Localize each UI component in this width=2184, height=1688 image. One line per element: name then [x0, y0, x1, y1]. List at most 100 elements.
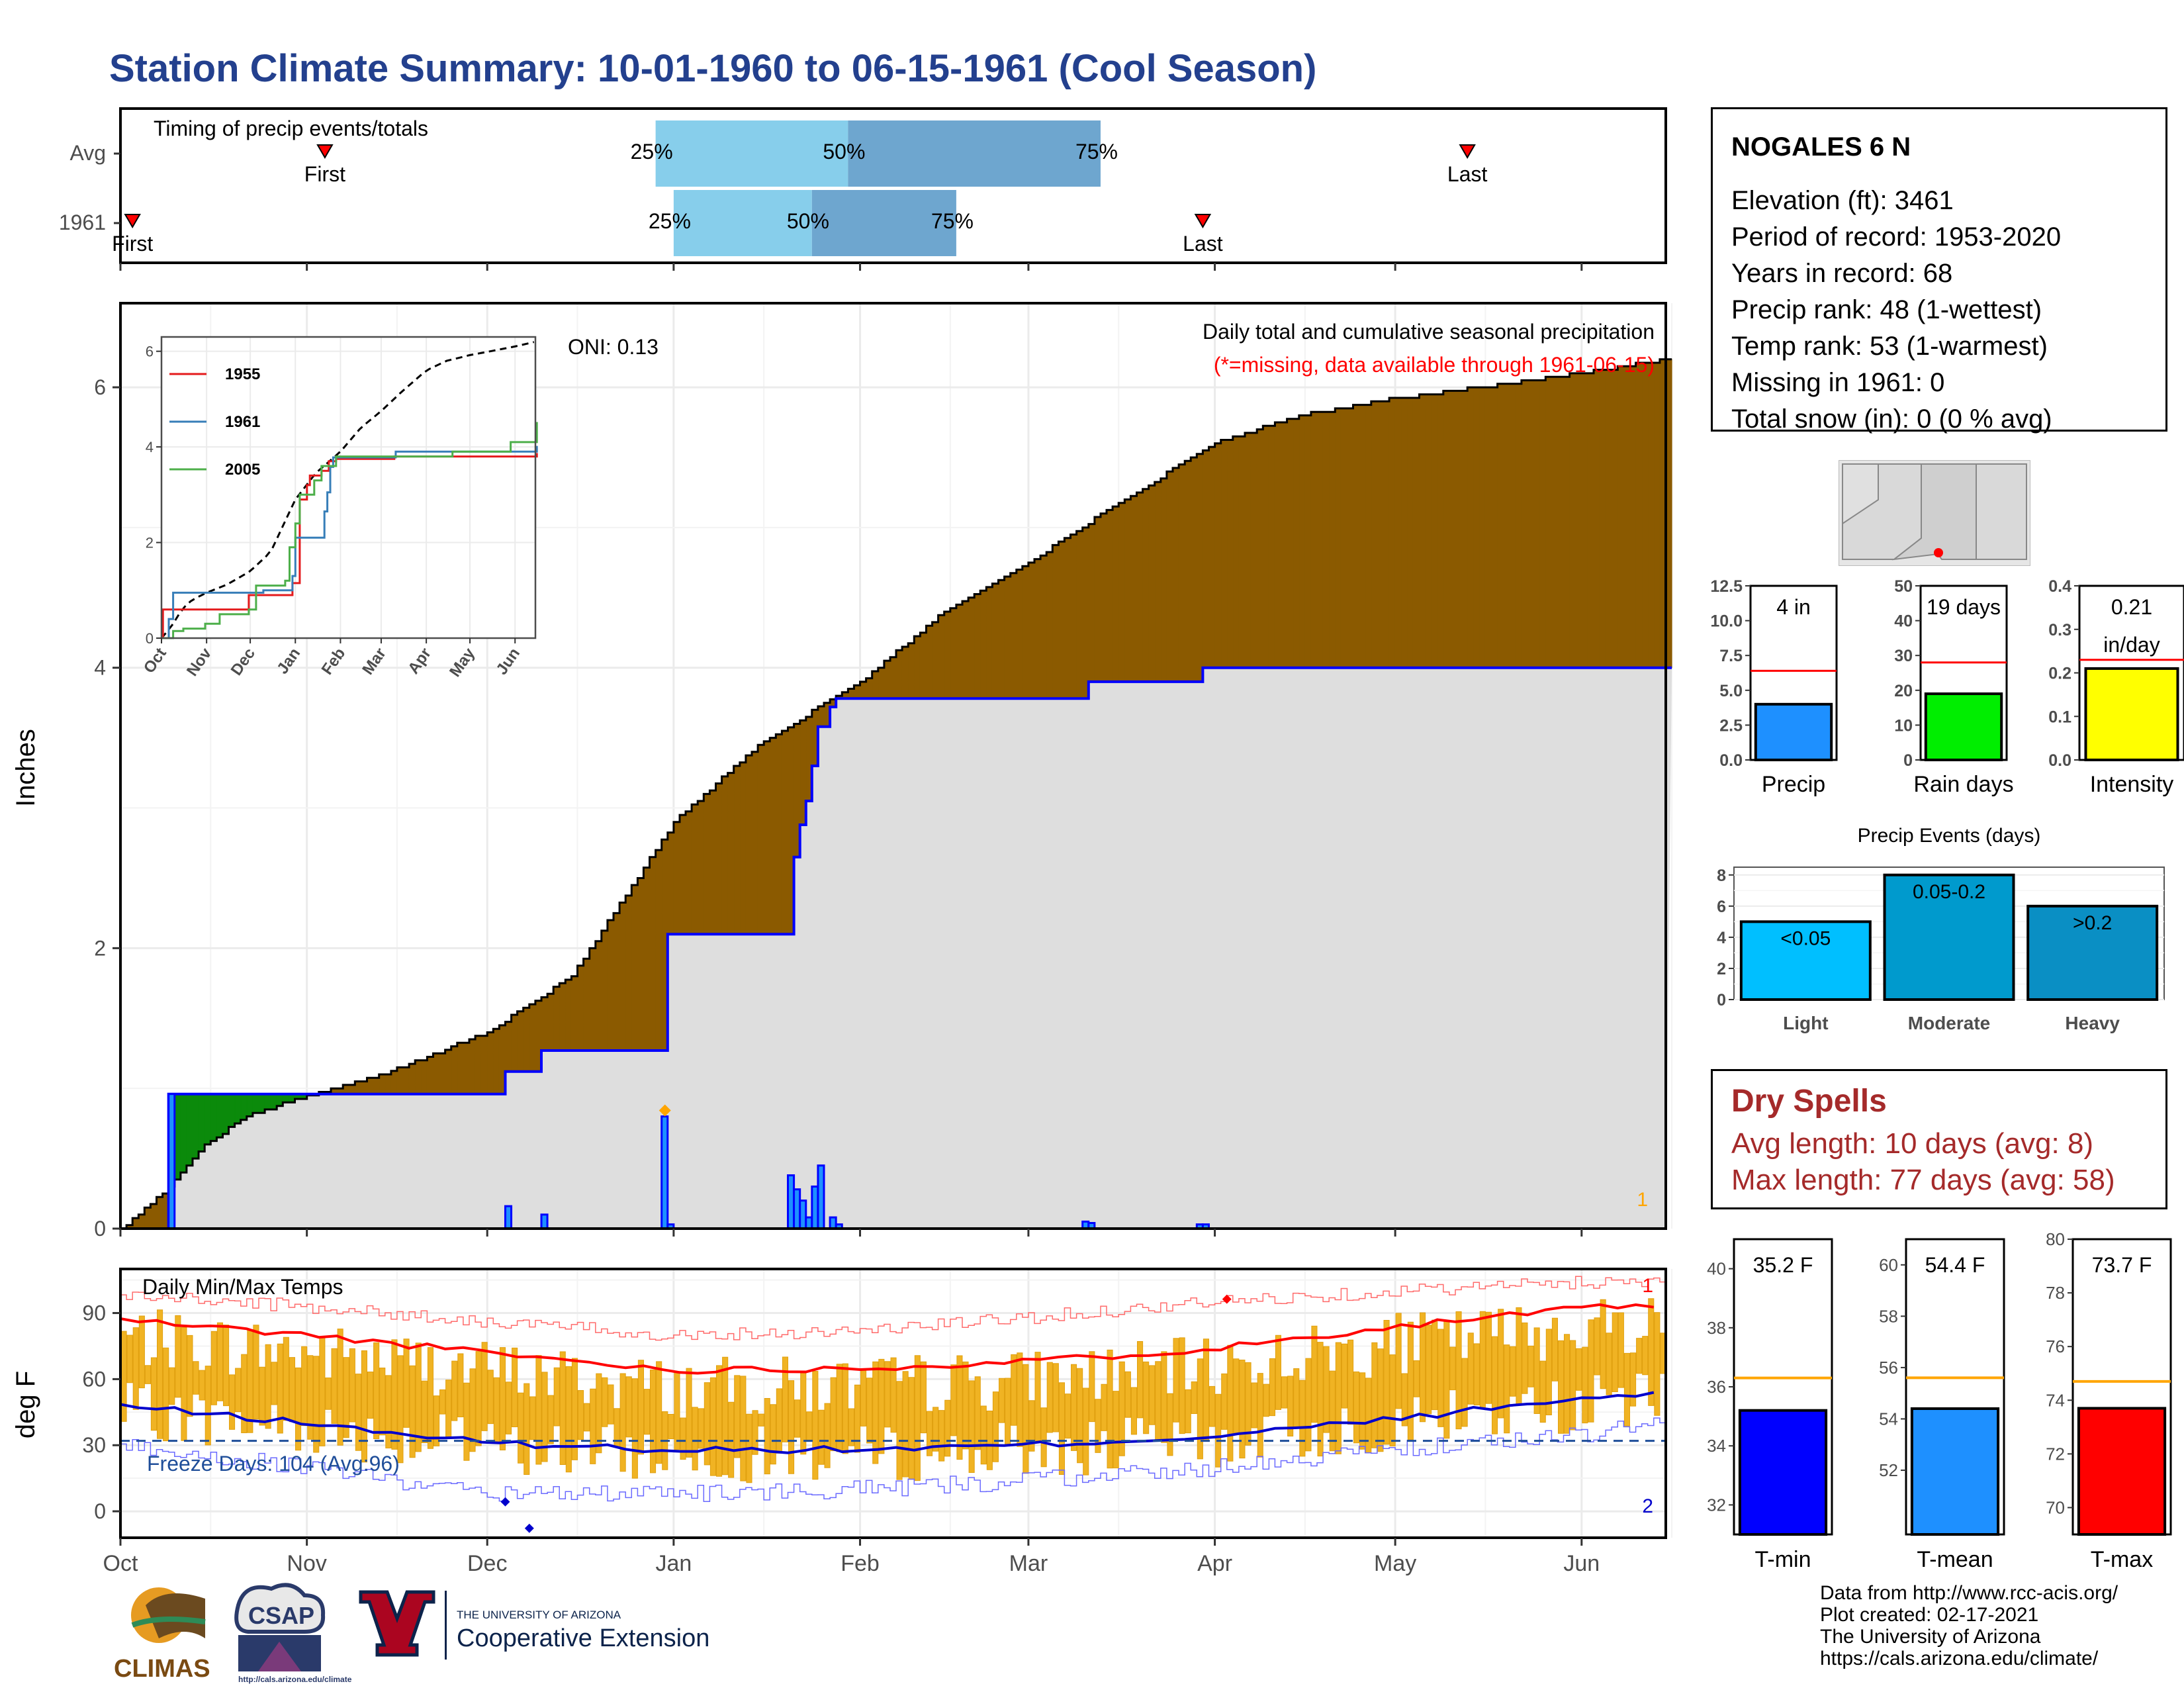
climas-text: CLIMAS	[114, 1655, 210, 1683]
temp-summary-ytick-label: 72	[2046, 1444, 2065, 1464]
temp-ytick-label: 90	[82, 1301, 106, 1325]
csap-url: http://cals.arizona.edu/climate	[238, 1675, 352, 1684]
precip-marker: 1	[1637, 1189, 1648, 1211]
station-temp-rank: Temp rank: 53 (1-warmest)	[1731, 332, 2048, 361]
events-ytick-label: 6	[1717, 898, 1726, 916]
inset-line-2005	[161, 422, 538, 639]
timing-bar-q2	[811, 190, 956, 256]
summary-ytick-label: 0.1	[2048, 708, 2071, 726]
summary-ytick-label: 5.0	[1719, 682, 1743, 700]
temp-summary-ytick-label: 80	[2046, 1229, 2065, 1249]
daily-precip-bar	[504, 1205, 513, 1230]
station-elevation: Elevation (ft): 3461	[1731, 186, 1954, 215]
ua-logo: THE UNIVERSITY OF ARIZONA Cooperative Ex…	[359, 1590, 709, 1660]
summary-bar-label: Intensity	[2090, 772, 2174, 797]
precip-ytick-label: 4	[94, 656, 106, 680]
record-max-line	[120, 1276, 1666, 1341]
cumulative-1961-area	[120, 667, 1672, 1229]
page-title: Station Climate Summary: 10-01-1960 to 0…	[109, 47, 1317, 90]
precip-ytick-label: 6	[94, 375, 106, 399]
summary-ytick-label: 2.5	[1719, 716, 1743, 735]
avg-max-line	[120, 1303, 1655, 1375]
precip-panel: 0 2 4 6 Daily total and cumulative seasonal…	[11, 302, 1673, 1241]
credits: Data from http://www.rcc-acis.org/ Plot …	[1820, 1582, 2118, 1669]
temp-summary-ytick-label: 60	[1879, 1255, 1898, 1275]
first-event-label: First	[112, 232, 153, 256]
events-category-label: Light	[1783, 1013, 1828, 1033]
station-period: Period of record: 1953-2020	[1731, 222, 2062, 252]
events-ytick-label: 2	[1717, 960, 1726, 978]
timing-row-label-avg: Avg	[69, 141, 106, 165]
temp-summary-ytick-label: 40	[1707, 1259, 1726, 1279]
daily-precip-bar	[660, 1115, 669, 1230]
summary-ytick-label: 30	[1894, 647, 1913, 665]
dry-spells-box: Dry Spells Avg length: 10 days (avg: 8) …	[1711, 1069, 2167, 1209]
summary-ytick-label: 10.0	[1710, 612, 1743, 631]
temp-summary-ytick-label: 38	[1707, 1318, 1726, 1338]
inset-ytick-label: 0	[146, 630, 154, 647]
temp-summary-ytick-label: 56	[1879, 1358, 1898, 1378]
avg-min-line	[120, 1391, 1655, 1454]
credit-line: https://cals.arizona.edu/climate/	[1820, 1648, 2099, 1669]
month-label: Jan	[655, 1551, 692, 1576]
dry-spells-title: Dry Spells	[1731, 1084, 1887, 1119]
temp-summary-value-label: 73.7 F	[2092, 1253, 2152, 1277]
station-location-dot	[1934, 548, 1943, 557]
temp-ytick-label: 0	[94, 1499, 106, 1523]
inset-ytick-label: 4	[146, 439, 154, 455]
events-bar	[1883, 873, 2015, 1001]
events-ytick-label: 0	[1717, 991, 1726, 1009]
timing-p25-label: 25%	[649, 209, 691, 233]
temp-summary-ytick-label: 32	[1707, 1495, 1726, 1515]
temp-summary-ytick-label: 78	[2046, 1283, 2065, 1303]
summary-value-label: 4 in	[1776, 595, 1811, 619]
temp-summary-value-label: 35.2 F	[1753, 1253, 1813, 1277]
inset-legend-label: 1961	[225, 413, 260, 431]
ua-big-text: Cooperative Extension	[457, 1624, 709, 1652]
summary-bar	[1754, 702, 1833, 761]
summary-bar	[2084, 667, 2179, 761]
events-bar	[2026, 904, 2159, 1001]
station-missing: Missing in 1961: 0	[1731, 368, 1945, 397]
temp-marker-bottom: 2	[1642, 1495, 1653, 1517]
temp-summary-ytick-label: 34	[1707, 1436, 1726, 1456]
csap-text: CSAP	[248, 1602, 314, 1629]
events-bar-label: <0.05	[1780, 927, 1831, 949]
temp-summary-ytick-label: 52	[1879, 1460, 1898, 1480]
precip-ytick-label: 0	[94, 1217, 106, 1241]
summary-ytick-label: 20	[1894, 682, 1913, 700]
station-info-box: NOGALES 6 N Elevation (ft): 3461 Period …	[1711, 107, 2167, 434]
temp-ylabel: deg F	[11, 1371, 40, 1438]
events-bar-label: 0.05-0.2	[1913, 881, 1985, 903]
timing-p75-label: 75%	[931, 209, 974, 233]
temp-summary-bar	[1738, 1409, 1828, 1536]
temp-summary-ytick-label: 54	[1879, 1409, 1898, 1429]
month-label: Feb	[841, 1551, 880, 1576]
timing-row-label-1961: 1961	[59, 211, 106, 234]
summary-ytick-label: 50	[1894, 577, 1913, 596]
events-category-label: Moderate	[1908, 1013, 1990, 1033]
last-event-label: Last	[1183, 232, 1223, 256]
record-low-marker	[524, 1523, 534, 1533]
credit-line: Plot created: 02-17-2021	[1820, 1604, 2039, 1626]
oni-label: ONI: 0.13	[568, 335, 659, 359]
temp-panel: 0 30 60 90 Daily Min/Max Temps Freeze Days:…	[11, 1268, 1673, 1539]
timing-p50-label: 50%	[823, 140, 865, 164]
record-low-marker	[500, 1497, 510, 1507]
side-charts: 4 in 0.0 2.5 5.0 7.5 10.0 12.5 Precip 19 days 0 10…	[1707, 577, 2184, 1569]
cumulative-1961-line	[120, 666, 1672, 1230]
last-event-label: Last	[1447, 162, 1488, 186]
summary-bar-label: Rain days	[1913, 772, 2013, 797]
month-label: Dec	[467, 1551, 507, 1576]
summary-ytick-label: 10	[1894, 716, 1913, 735]
temp-title: Daily Min/Max Temps	[142, 1275, 343, 1299]
summary-value-label: 19 days	[1927, 595, 2001, 619]
timing-bar-q1	[673, 190, 812, 256]
summary-value-label: 0.21	[2111, 595, 2152, 619]
inset-line-1955	[161, 453, 538, 639]
timing-p75-label: 75%	[1075, 140, 1118, 164]
month-label: Mar	[1009, 1551, 1048, 1576]
inset-legend-label: 1955	[225, 365, 260, 383]
ua-small-text: THE UNIVERSITY OF ARIZONA	[457, 1609, 621, 1621]
temp-summary-ytick-label: 58	[1879, 1306, 1898, 1326]
